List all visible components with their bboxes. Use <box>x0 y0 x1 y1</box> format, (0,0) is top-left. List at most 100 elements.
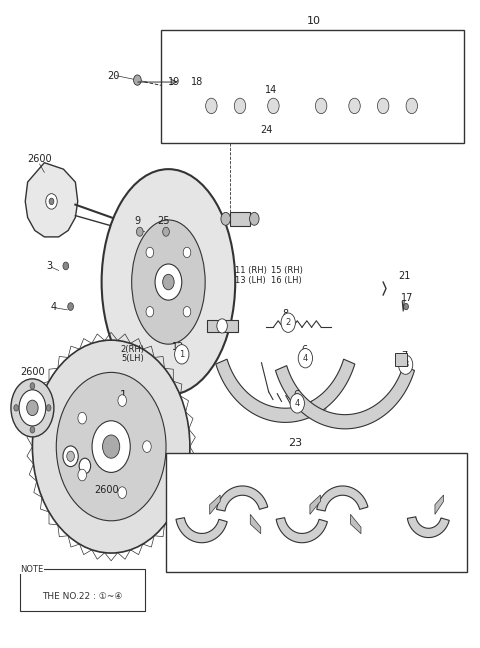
Circle shape <box>92 421 130 472</box>
Polygon shape <box>25 163 78 237</box>
Text: 11 (RH): 11 (RH) <box>235 266 267 275</box>
Circle shape <box>349 98 360 113</box>
Circle shape <box>68 303 73 310</box>
Circle shape <box>63 262 69 270</box>
Polygon shape <box>216 359 355 422</box>
Text: 25: 25 <box>157 216 170 226</box>
Circle shape <box>118 395 127 406</box>
Text: 5(LH): 5(LH) <box>121 354 144 363</box>
Polygon shape <box>435 495 444 515</box>
Polygon shape <box>310 495 321 515</box>
Text: 12: 12 <box>172 341 184 352</box>
Text: THE NO.22 : ①~④: THE NO.22 : ①~④ <box>42 592 123 601</box>
Polygon shape <box>210 495 220 515</box>
Text: 3: 3 <box>403 360 408 369</box>
Circle shape <box>155 264 182 300</box>
Text: 16 (LH): 16 (LH) <box>271 275 302 284</box>
Circle shape <box>136 227 143 237</box>
Polygon shape <box>176 518 227 543</box>
Bar <box>166 453 467 572</box>
Bar <box>230 212 250 226</box>
Ellipse shape <box>102 169 235 395</box>
Circle shape <box>315 98 327 113</box>
Circle shape <box>234 98 246 113</box>
Circle shape <box>14 404 19 411</box>
Polygon shape <box>350 515 361 534</box>
Text: 9: 9 <box>134 216 141 226</box>
Text: 19: 19 <box>168 77 180 87</box>
Circle shape <box>298 349 312 368</box>
Text: 15 (RH): 15 (RH) <box>271 266 303 275</box>
Circle shape <box>398 355 413 375</box>
Circle shape <box>183 307 191 317</box>
Text: 2600: 2600 <box>27 154 52 165</box>
Polygon shape <box>216 486 268 511</box>
Circle shape <box>268 98 279 113</box>
Polygon shape <box>276 518 327 543</box>
Text: NOTE: NOTE <box>20 564 43 573</box>
Text: 6: 6 <box>301 345 308 355</box>
Polygon shape <box>276 365 415 429</box>
Polygon shape <box>408 516 449 538</box>
Circle shape <box>33 340 190 553</box>
Text: 23: 23 <box>288 438 302 448</box>
Text: 2600: 2600 <box>20 367 45 377</box>
Circle shape <box>56 373 166 521</box>
Circle shape <box>217 319 228 333</box>
Text: 2: 2 <box>286 318 291 327</box>
Text: 4: 4 <box>51 301 57 312</box>
Circle shape <box>46 404 51 411</box>
Circle shape <box>205 98 217 113</box>
Circle shape <box>377 98 389 113</box>
Text: 13 (LH): 13 (LH) <box>235 275 266 284</box>
Text: 4: 4 <box>303 354 308 363</box>
Circle shape <box>290 394 304 413</box>
Text: 7: 7 <box>401 351 408 362</box>
Ellipse shape <box>132 220 205 344</box>
Circle shape <box>27 400 38 415</box>
Polygon shape <box>317 486 368 511</box>
Circle shape <box>133 75 141 86</box>
Circle shape <box>163 227 169 237</box>
Circle shape <box>404 303 408 310</box>
Bar <box>206 320 238 332</box>
Text: 18: 18 <box>191 77 203 87</box>
Text: 8: 8 <box>282 309 288 319</box>
Text: 24: 24 <box>260 126 273 135</box>
Circle shape <box>30 383 35 389</box>
Text: 2600: 2600 <box>94 485 119 495</box>
Circle shape <box>79 458 91 474</box>
Polygon shape <box>250 515 261 534</box>
Circle shape <box>146 307 154 317</box>
Circle shape <box>63 446 78 467</box>
Circle shape <box>19 390 46 426</box>
Circle shape <box>78 469 86 481</box>
Circle shape <box>250 213 259 226</box>
Circle shape <box>175 345 189 364</box>
Bar <box>395 353 407 366</box>
Text: 20: 20 <box>108 71 120 80</box>
Circle shape <box>163 274 174 290</box>
Circle shape <box>143 441 151 452</box>
Circle shape <box>30 426 35 433</box>
Bar <box>161 30 464 143</box>
Circle shape <box>146 248 154 257</box>
Text: 6: 6 <box>293 390 300 400</box>
Circle shape <box>406 98 418 113</box>
Circle shape <box>49 198 54 205</box>
Text: 14: 14 <box>265 86 277 95</box>
Circle shape <box>281 313 295 332</box>
Circle shape <box>67 451 74 461</box>
Text: 2(RH): 2(RH) <box>120 345 144 354</box>
Circle shape <box>11 379 54 437</box>
Text: 21: 21 <box>398 271 411 281</box>
Text: 1: 1 <box>179 350 184 359</box>
Circle shape <box>118 487 127 498</box>
Text: 4: 4 <box>295 399 300 408</box>
Circle shape <box>183 248 191 257</box>
Text: 10: 10 <box>307 16 321 26</box>
Text: 17: 17 <box>401 293 413 303</box>
Circle shape <box>221 213 230 226</box>
Text: 3: 3 <box>46 261 52 271</box>
Circle shape <box>78 412 86 424</box>
